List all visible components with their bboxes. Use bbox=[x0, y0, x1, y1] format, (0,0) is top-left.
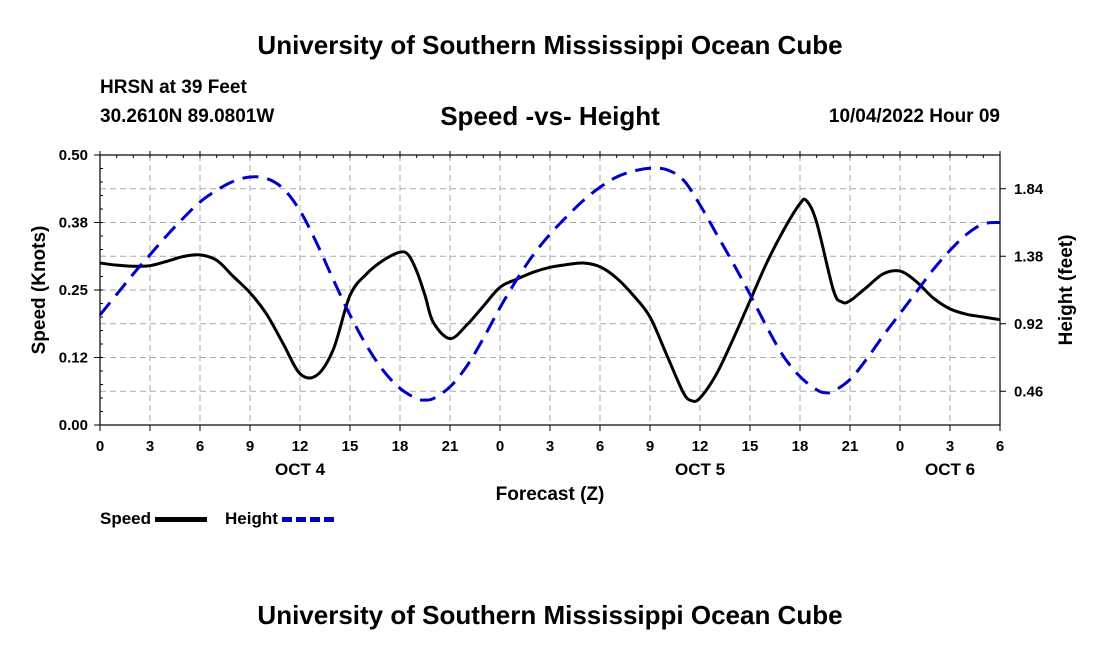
chart-title: University of Southern Mississippi Ocean… bbox=[257, 30, 843, 60]
x-tick-label: 15 bbox=[342, 438, 359, 455]
station-label: HRSN at 39 Feet bbox=[100, 77, 247, 98]
legend-speed-label: Speed bbox=[100, 509, 152, 528]
series-layer bbox=[98, 166, 1001, 403]
legend-height-label: Height bbox=[225, 509, 278, 528]
x-tick-label: 9 bbox=[646, 438, 654, 455]
height-series-line bbox=[98, 166, 1001, 402]
x-tick-label: 0 bbox=[96, 438, 104, 455]
x-tick-label: 18 bbox=[392, 438, 409, 455]
y2-tick-label: 0.46 bbox=[1014, 383, 1043, 400]
x-tick-label: 21 bbox=[842, 438, 859, 455]
y2-tick-label: 1.84 bbox=[1014, 181, 1044, 198]
chart-subtitle: Speed -vs- Height bbox=[440, 101, 660, 131]
x-tick-label: 15 bbox=[742, 438, 759, 455]
x-tick-label: 18 bbox=[792, 438, 809, 455]
y-tick-label: 0.25 bbox=[59, 282, 88, 299]
x-tick-label: 0 bbox=[496, 438, 504, 455]
y2-tick-label: 1.38 bbox=[1014, 248, 1043, 265]
y-tick-label: 0.00 bbox=[59, 417, 88, 434]
speed-series-line bbox=[99, 197, 1001, 403]
speed-height-chart: 0 3 6 9 12 15 18 21 0 3 6 9 12 15 18 21 0 3 6 OCT 4 OCT 5 OCT… bbox=[29, 147, 1077, 505]
footer-title: University of Southern Mississippi Ocean… bbox=[257, 600, 843, 630]
axes: 0 3 6 9 12 15 18 21 0 3 6 9 12 15 18 21 0 3 6 OCT 4 OCT 5 OCT… bbox=[59, 147, 1044, 479]
x-tick-label: 3 bbox=[146, 438, 154, 455]
forecast-datetime: 10/04/2022 Hour 09 bbox=[828, 106, 1000, 127]
y-tick-label: 0.38 bbox=[59, 215, 88, 232]
x-tick-label: 3 bbox=[946, 438, 954, 455]
date-label: OCT 4 bbox=[275, 460, 326, 479]
x-tick-label: 12 bbox=[292, 438, 309, 455]
station-coordinates: 30.2610N 89.0801W bbox=[100, 106, 275, 127]
date-label: OCT 5 bbox=[675, 460, 725, 479]
x-tick-label: 12 bbox=[692, 438, 709, 455]
x-axis-label: Forecast (Z) bbox=[496, 484, 605, 505]
x-tick-label: 21 bbox=[442, 438, 459, 455]
x-tick-label: 9 bbox=[246, 438, 254, 455]
x-tick-label: 0 bbox=[896, 438, 904, 455]
y-axis-label: Speed (Knots) bbox=[29, 226, 50, 355]
y2-axis-label: Height (feet) bbox=[1056, 235, 1077, 346]
x-tick-label: 3 bbox=[546, 438, 554, 455]
y2-tick-label: 0.92 bbox=[1014, 316, 1043, 333]
date-label: OCT 6 bbox=[925, 460, 975, 479]
x-tick-label: 6 bbox=[996, 438, 1004, 455]
y-tick-label: 0.12 bbox=[59, 350, 88, 367]
x-tick-label: 6 bbox=[196, 438, 204, 455]
grid bbox=[100, 155, 1000, 425]
legend-speed-swatch bbox=[155, 516, 208, 522]
legend: Speed Height bbox=[100, 509, 352, 529]
legend-height-swatch bbox=[281, 516, 334, 522]
y-tick-label: 0.50 bbox=[59, 147, 88, 164]
x-tick-label: 6 bbox=[596, 438, 604, 455]
